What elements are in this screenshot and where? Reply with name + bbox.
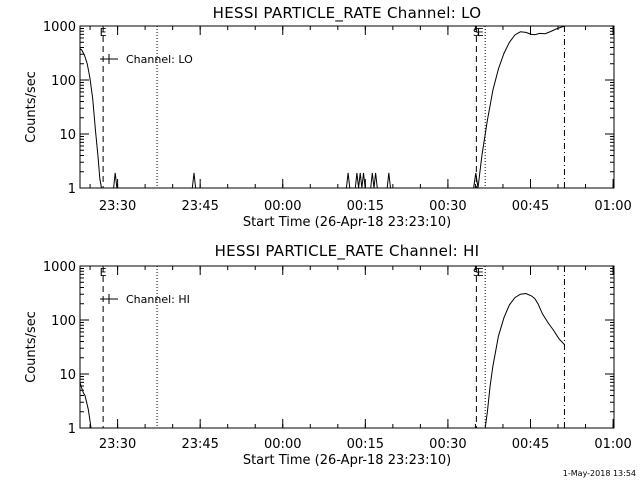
- data-series-line: [79, 48, 102, 189]
- x-tick-label: 00:15: [347, 437, 384, 452]
- plot-frame: [79, 265, 615, 429]
- data-series-line: [477, 25, 566, 189]
- data-series-line: [473, 172, 479, 189]
- y-axis-label: Counts/sec: [24, 71, 39, 143]
- data-series-line: [191, 172, 197, 189]
- x-axis-label: Start Time (26-Apr-18 23:23:10): [243, 215, 451, 230]
- x-tick-label: 00:45: [512, 437, 549, 452]
- y-tick-label: 1: [68, 422, 76, 437]
- data-series-line: [484, 292, 565, 429]
- marker-label: E: [100, 26, 107, 39]
- x-tick-label: 00:45: [512, 199, 549, 214]
- x-tick-label: 23:30: [99, 199, 136, 214]
- legend-label: Channel: LO: [126, 53, 193, 66]
- plot-frame: [79, 25, 615, 189]
- x-tick-label: 00:30: [429, 199, 466, 214]
- marker-label: E: [100, 266, 107, 279]
- x-axis-label: Start Time (26-Apr-18 23:23:10): [243, 453, 451, 468]
- data-series-line: [79, 382, 92, 429]
- legend-label: Channel: HI: [126, 293, 190, 306]
- y-tick-label: 10: [59, 128, 76, 143]
- x-tick-label: 01:00: [594, 199, 631, 214]
- y-tick-label: 1: [68, 182, 76, 197]
- marker-label: E: [477, 266, 484, 279]
- y-tick-label: 1000: [43, 20, 76, 35]
- y-tick-label: 10: [59, 368, 76, 383]
- x-tick-label: 23:45: [181, 437, 218, 452]
- x-tick-label: 00:00: [264, 437, 301, 452]
- x-tick-label: 01:00: [594, 437, 631, 452]
- chart-title: HESSI PARTICLE_RATE Channel: HI: [215, 242, 480, 261]
- marker-label: S: [473, 26, 480, 39]
- lo-channel-panel: HESSI PARTICLE_RATE Channel: LO 23:30 23:4…: [24, 4, 632, 230]
- y-tick-label: 1000: [43, 260, 76, 275]
- y-tick-label: 100: [51, 314, 76, 329]
- data-series-line: [113, 172, 118, 189]
- y-axis-label: Counts/sec: [24, 311, 39, 383]
- data-series-line: [354, 172, 366, 189]
- x-tick-label: 00:15: [347, 199, 384, 214]
- marker-label: E: [477, 26, 484, 39]
- data-series-line: [386, 172, 391, 189]
- data-series-line: [345, 172, 351, 189]
- generation-timestamp: 1-May-2018 13:54: [563, 469, 636, 478]
- x-tick-label: 23:30: [99, 437, 136, 452]
- y-tick-label: 100: [51, 74, 76, 89]
- chart-title: HESSI PARTICLE_RATE Channel: LO: [213, 4, 482, 23]
- data-series-line: [370, 172, 378, 189]
- x-tick-label: 00:30: [429, 437, 466, 452]
- x-tick-label: 23:45: [181, 199, 218, 214]
- x-tick-label: 00:00: [264, 199, 301, 214]
- hi-channel-panel: HESSI PARTICLE_RATE Channel: HI 23:30 23:4…: [24, 242, 632, 468]
- marker-label: S: [473, 266, 480, 279]
